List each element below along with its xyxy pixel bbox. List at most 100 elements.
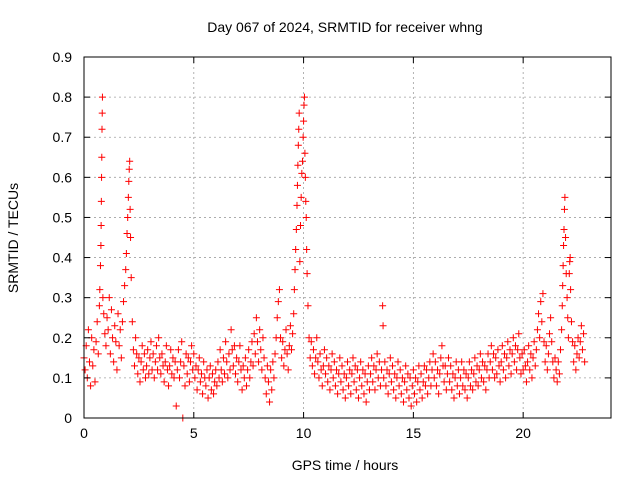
data-point <box>104 326 112 334</box>
data-point <box>446 378 454 386</box>
data-point <box>569 338 577 346</box>
data-point <box>116 326 124 334</box>
data-point <box>297 193 305 201</box>
data-point <box>292 246 300 254</box>
data-point <box>151 358 159 366</box>
data-point <box>280 362 288 370</box>
data-point <box>199 390 207 398</box>
data-point <box>136 378 144 386</box>
data-point <box>499 366 507 374</box>
data-point <box>290 286 298 294</box>
data-point <box>403 386 411 394</box>
data-point <box>316 350 324 358</box>
data-point <box>459 382 467 390</box>
data-point <box>362 398 370 406</box>
data-point <box>277 334 285 342</box>
data-point <box>352 386 360 394</box>
data-point <box>259 334 267 342</box>
data-point <box>295 125 303 133</box>
data-point <box>548 338 556 346</box>
data-point <box>542 342 550 350</box>
data-point <box>325 362 333 370</box>
data-point <box>98 153 106 161</box>
data-point <box>134 370 142 378</box>
data-point <box>206 362 214 370</box>
data-point <box>204 394 212 402</box>
x-tick-label: 0 <box>80 425 88 441</box>
data-point <box>381 358 389 366</box>
data-point <box>493 370 501 378</box>
data-point <box>295 109 303 117</box>
data-point <box>297 221 305 229</box>
data-point <box>94 350 102 358</box>
data-point <box>488 366 496 374</box>
data-point <box>347 390 355 398</box>
data-point <box>299 133 307 141</box>
data-point <box>162 342 170 350</box>
data-point <box>90 346 98 354</box>
data-point <box>492 354 500 362</box>
data-point <box>519 366 527 374</box>
data-point <box>571 342 579 350</box>
data-point <box>522 378 530 386</box>
data-point <box>535 310 543 318</box>
x-axis-label: GPS time / hours <box>292 457 399 473</box>
data-point <box>435 390 443 398</box>
data-point <box>140 350 148 358</box>
data-point <box>190 350 198 358</box>
data-point <box>465 358 473 366</box>
x-tick-label: 20 <box>515 425 531 441</box>
data-point <box>496 378 504 386</box>
data-point <box>133 350 141 358</box>
data-point <box>479 358 487 366</box>
data-point <box>293 201 301 209</box>
data-point <box>437 354 445 362</box>
data-point <box>177 358 185 366</box>
data-point <box>322 370 330 378</box>
data-point <box>291 266 299 274</box>
data-point <box>573 350 581 358</box>
data-point <box>338 362 346 370</box>
data-point <box>566 254 574 262</box>
data-point <box>307 338 315 346</box>
data-point <box>497 358 505 366</box>
y-tick-label: 0.3 <box>53 290 73 306</box>
data-point <box>336 354 344 362</box>
data-point <box>401 378 409 386</box>
data-point <box>120 298 128 306</box>
data-point <box>135 354 143 362</box>
data-point <box>405 394 413 402</box>
data-point <box>397 390 405 398</box>
data-point <box>101 330 109 338</box>
data-point <box>504 338 512 346</box>
data-point <box>281 346 289 354</box>
data-point <box>537 298 545 306</box>
data-point <box>309 346 317 354</box>
data-point <box>146 354 154 362</box>
data-point <box>91 378 99 386</box>
data-point <box>502 374 510 382</box>
data-point <box>430 374 438 382</box>
y-tick-label: 0.9 <box>53 49 73 65</box>
data-point <box>191 374 199 382</box>
data-point <box>379 322 387 330</box>
data-point <box>515 330 523 338</box>
data-point <box>323 354 331 362</box>
data-point <box>247 358 255 366</box>
data-point <box>530 338 538 346</box>
data-point <box>292 225 300 233</box>
data-point <box>468 366 476 374</box>
y-tick-label: 0.6 <box>53 169 73 185</box>
data-point <box>286 322 294 330</box>
data-point <box>531 362 539 370</box>
data-point <box>141 374 149 382</box>
data-point <box>513 366 521 374</box>
data-point <box>232 370 240 378</box>
data-point <box>525 342 533 350</box>
data-point <box>188 342 196 350</box>
data-point <box>124 213 132 221</box>
data-point <box>283 350 291 358</box>
data-point <box>395 382 403 390</box>
data-point <box>216 346 224 354</box>
data-point <box>463 394 471 402</box>
